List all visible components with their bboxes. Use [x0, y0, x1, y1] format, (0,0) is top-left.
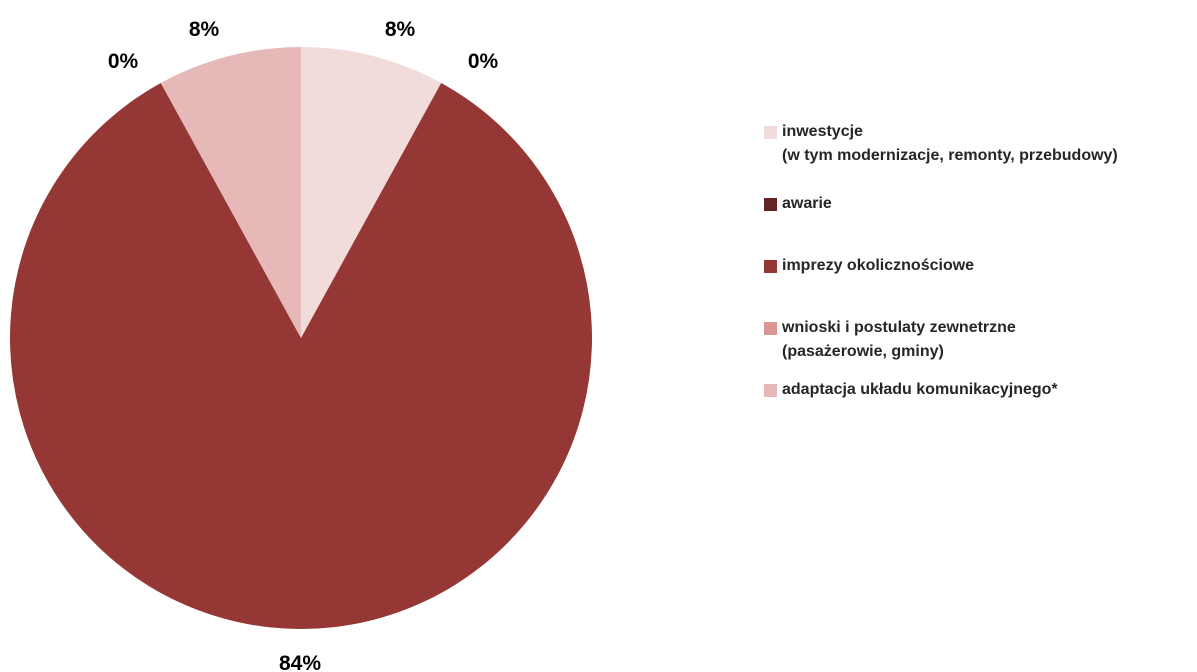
legend-label-line: (w tym modernizacje, remonty, przebudowy… [782, 147, 1118, 164]
legend-label-3: imprezy okolicznościowe [782, 254, 974, 278]
legend-label-line: adaptacja układu komunikacyjnego* [782, 381, 1058, 398]
legend-label-5: adaptacja układu komunikacyjnego* [782, 378, 1058, 402]
data-label-1: 8% [385, 18, 416, 41]
pie-slice-5 [160, 47, 301, 338]
legend-swatch-3 [764, 260, 777, 273]
data-label-2: 0% [468, 50, 499, 73]
legend-item-1: inwestycje (w tym modernizacje, remonty, … [764, 120, 1118, 168]
pie-slice-3 [9, 82, 592, 629]
legend-label-2: awarie [782, 192, 832, 216]
legend-swatch-2 [764, 198, 777, 211]
legend-swatch-1 [764, 126, 777, 139]
legend-label-line: wnioski i postulaty zewnetrzne [782, 319, 1016, 336]
data-label-5: 8% [189, 18, 220, 41]
legend-item-3: imprezy okolicznościowe [764, 254, 974, 278]
legend-swatch-5 [764, 384, 777, 397]
legend-item-4: wnioski i postulaty zewnetrzne (pasażerow… [764, 316, 1016, 364]
legend-item-2: awarie [764, 192, 832, 216]
legend-label-line: imprezy okolicznościowe [782, 257, 975, 274]
legend-swatch-4 [764, 322, 777, 335]
pie-slices [9, 47, 592, 629]
legend-label-line: awarie [782, 195, 832, 212]
pie-labels: 8% 0% 84% 0% 8% [108, 18, 499, 672]
legend-label-1: inwestycje (w tym modernizacje, remonty, … [782, 120, 1118, 168]
data-label-3: 84% [279, 652, 321, 672]
legend-label-line: inwestycje [782, 123, 863, 140]
data-label-4: 0% [108, 50, 139, 73]
legend-label-line: (pasażerowie, gminy) [782, 343, 944, 360]
pie-slice-1 [301, 47, 442, 338]
legend-item-5: adaptacja układu komunikacyjnego* [764, 378, 1058, 402]
legend-label-4: wnioski i postulaty zewnetrzne (pasażerow… [782, 316, 1016, 364]
